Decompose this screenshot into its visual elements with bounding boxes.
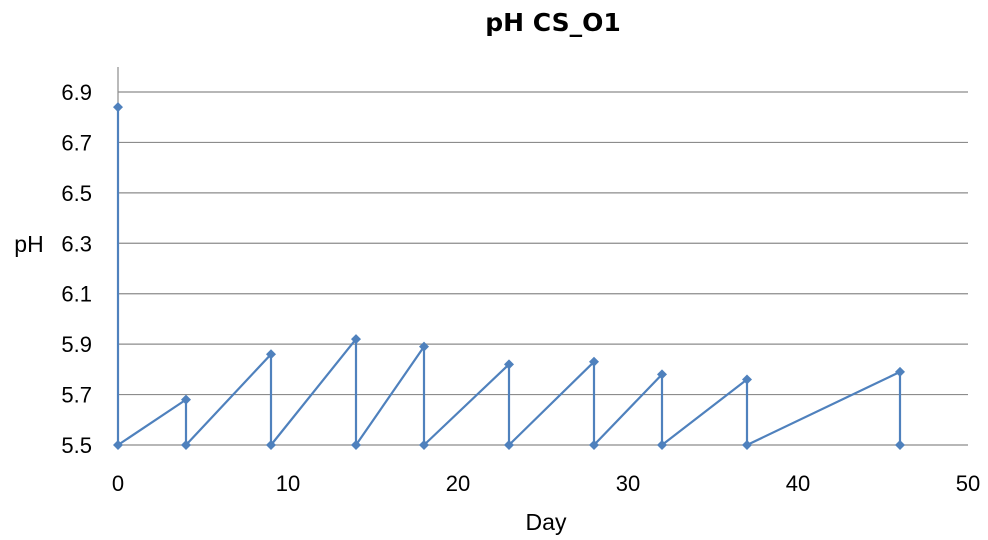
data-point-marker [181,440,191,450]
x-axis-title: Day [526,509,567,535]
y-tick-label: 5.5 [61,433,92,458]
chart-title: pH CS_O1 [485,8,621,37]
y-tick-label: 6.5 [61,181,92,206]
y-tick-label: 5.9 [61,332,92,357]
data-point-marker [589,440,599,450]
y-tick-labels: 5.5 5.7 5.9 6.1 6.3 6.5 6.7 6.9 [61,80,92,458]
data-point-marker [181,394,191,405]
data-point-marker [895,366,905,377]
x-tick-label: 40 [786,471,810,496]
data-point-marker [589,356,599,367]
data-point-marker [113,440,123,450]
gridlines [118,91,968,446]
x-tick-label: 0 [112,471,124,496]
y-tick-label: 6.1 [61,282,92,307]
data-point-marker [657,440,667,450]
data-point-marker [419,440,429,450]
data-point-marker [113,102,123,113]
y-tick-label: 5.7 [61,383,92,408]
x-tick-label: 10 [276,471,300,496]
y-axis-title: pH [14,231,43,257]
x-tick-labels: 0 10 20 30 40 50 [112,471,980,496]
data-point-marker [419,341,429,352]
data-point-marker [742,440,752,450]
data-point-marker [351,334,361,345]
series-ph [113,102,905,450]
data-point-marker [895,440,905,450]
data-point-marker [657,369,667,380]
x-tick-label: 50 [956,471,980,496]
data-point-marker [504,359,514,370]
y-tick-label: 6.9 [61,80,92,105]
data-point-marker [742,374,752,385]
series-line [116,107,902,447]
data-point-marker [266,349,276,360]
y-tick-label: 6.7 [61,130,92,155]
data-point-marker [351,440,361,450]
data-point-marker [266,440,276,450]
y-tick-label: 6.3 [61,231,92,256]
x-tick-label: 20 [446,471,470,496]
data-point-marker [504,440,514,450]
x-tick-label: 30 [616,471,640,496]
